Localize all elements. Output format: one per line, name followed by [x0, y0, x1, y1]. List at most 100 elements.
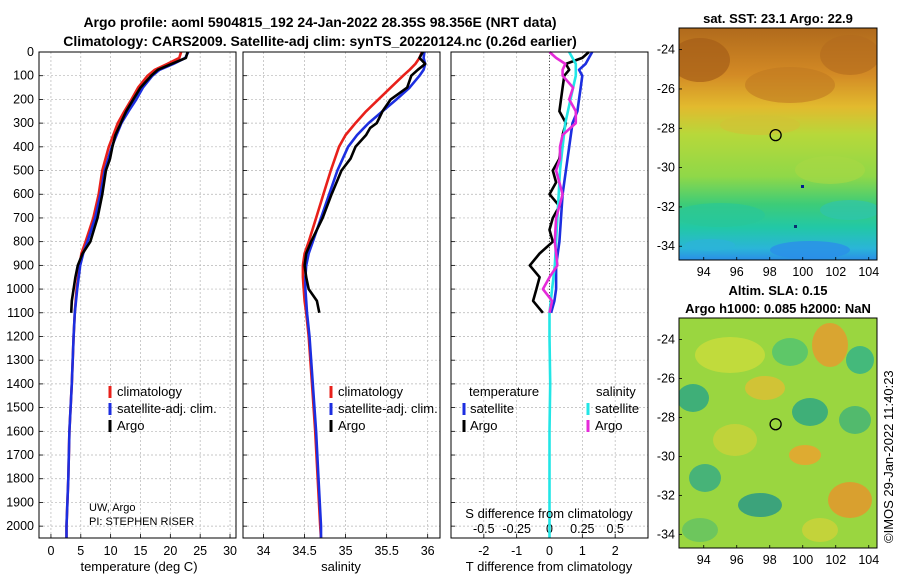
footnote-uw-argo: UW, Argo	[89, 502, 135, 514]
depth-tick-label: 1500	[6, 401, 34, 415]
sst-map-frame	[678, 27, 878, 261]
x-tick-label: 15	[134, 544, 148, 558]
sst-map-title: sat. SST: 23.1 Argo: 22.9	[703, 11, 853, 26]
depth-tick-label: 500	[13, 164, 34, 178]
x-tick-label: 30	[223, 544, 237, 558]
map-y-tick-label: -26	[657, 82, 675, 96]
series-line-satellite-adj-clim-	[304, 51, 427, 538]
depth-tick-label: 1100	[7, 306, 34, 320]
x-tick-label: 0	[47, 544, 54, 558]
sla-map-axes: 94 96 98 100 102 104 -24 -26 -28 -30 -32 -34	[657, 332, 879, 567]
depth-tick-label: 2000	[6, 519, 34, 533]
legend-title-salinity: salinity	[596, 384, 636, 399]
temperature-legend: climatology satellite-adj. clim. Argo	[108, 384, 217, 433]
x-tick-label: 25	[193, 544, 207, 558]
map-y-tick-label: -28	[657, 410, 675, 424]
map-x-tick-label: 94	[697, 553, 711, 567]
legend-label-satellite: satellite-adj. clim.	[338, 401, 438, 416]
legend-label-s-satellite: satellite	[595, 401, 639, 416]
x-tick-label: 36	[421, 544, 435, 558]
depth-tick-label: 1400	[6, 377, 34, 391]
s-tick-label: -0.5	[473, 522, 495, 536]
salinity-panel: 34 34.5 35 35.5 36	[242, 51, 441, 558]
temperature-panel: 0100200300400500600700800900100011001200…	[6, 45, 237, 558]
map-x-tick-label: 100	[792, 553, 813, 567]
map-y-tick-label: -32	[657, 488, 675, 502]
imos-credit: ©IMOS 29-Jan-2022 11:40:23	[881, 370, 896, 543]
series-line-argo	[303, 51, 427, 314]
salinity-legend: climatology satellite-adj. clim. Argo	[329, 384, 438, 433]
x-tick-label: 0	[546, 544, 553, 558]
legend-label-s-argo: Argo	[595, 418, 622, 433]
legend-label-climatology: climatology	[338, 384, 404, 399]
panel-frame	[38, 51, 237, 539]
map-x-tick-label: 96	[730, 265, 744, 279]
sla-map-frame	[678, 317, 878, 549]
depth-tick-label: 100	[13, 69, 34, 83]
sst-map-image	[679, 28, 877, 260]
legend-label-argo: Argo	[117, 418, 144, 433]
depth-tick-label: 700	[13, 211, 34, 225]
sst-argo-location-marker	[769, 129, 782, 142]
s-tick-label: -0.25	[502, 522, 531, 536]
depth-tick-label: 800	[13, 235, 34, 249]
temperature-xlabel: temperature (deg C)	[80, 559, 197, 574]
map-x-tick-label: 96	[730, 553, 744, 567]
series-line-argo	[69, 51, 189, 313]
footnote-pi: PI: STEPHEN RISER	[89, 516, 194, 528]
depth-tick-label: 1800	[6, 472, 34, 486]
series-line-climatology	[65, 51, 183, 538]
legend-label-t-argo: Argo	[470, 418, 497, 433]
depth-tick-label: 900	[13, 258, 34, 272]
x-tick-label: 2	[612, 544, 619, 558]
map-y-tick-label: -34	[657, 239, 675, 253]
sla-map-image	[679, 318, 877, 548]
x-tick-label: -2	[478, 544, 489, 558]
map-y-tick-label: -24	[657, 43, 675, 57]
s-tick-label: 0.25	[570, 522, 594, 536]
figure-title-line1: Argo profile: aoml 5904815_192 24-Jan-20…	[83, 14, 556, 30]
depth-tick-label: 200	[13, 92, 34, 106]
panel-frame	[242, 51, 441, 539]
depth-tick-label: 1900	[6, 495, 34, 509]
depth-tick-label: 300	[13, 116, 34, 130]
map-x-tick-label: 104	[858, 553, 879, 567]
map-x-tick-label: 98	[763, 553, 777, 567]
depth-tick-label: 1300	[6, 353, 34, 367]
map-y-tick-label: -24	[657, 332, 675, 346]
difference-panel: -2 -1 0 1 2-0.5 -0.25 0 0.25 0.5	[450, 51, 649, 558]
x-tick-label: 35.5	[374, 544, 398, 558]
map-y-tick-label: -28	[657, 121, 675, 135]
t-difference-xlabel: T difference from climatology	[466, 559, 633, 574]
depth-tick-label: 1000	[6, 282, 34, 296]
map-y-tick-label: -30	[657, 161, 675, 175]
panel-frame	[450, 51, 649, 539]
map-x-tick-label: 98	[763, 265, 777, 279]
x-tick-label: 34.5	[292, 544, 316, 558]
map-x-tick-label: 102	[825, 553, 846, 567]
sla-map-subtitle: Argo h1000: 0.085 h2000: NaN	[685, 301, 871, 316]
figure-title-line2: Climatology: CARS2009. Satellite-adj cli…	[63, 33, 577, 49]
map-y-tick-label: -26	[657, 371, 675, 385]
map-x-tick-label: 100	[792, 265, 813, 279]
sla-argo-location-marker	[769, 418, 782, 431]
map-y-tick-label: -30	[657, 449, 675, 463]
sla-map-title: Altim. SLA: 0.15	[729, 283, 828, 298]
x-tick-label: 34	[257, 544, 271, 558]
salinity-xlabel: salinity	[321, 559, 361, 574]
x-tick-label: 35	[339, 544, 353, 558]
map-x-tick-label: 94	[697, 265, 711, 279]
series-line-s-argo	[541, 51, 578, 314]
series-line-climatology	[301, 51, 424, 539]
depth-tick-label: 600	[13, 187, 34, 201]
x-tick-label: 10	[104, 544, 118, 558]
sst-map-axes: 94 96 98 100 102 104 -24 -26 -28 -30 -32 -34	[657, 43, 879, 279]
legend-title-temperature: temperature	[469, 384, 539, 399]
x-tick-label: 1	[579, 544, 586, 558]
legend-label-satellite: satellite-adj. clim.	[117, 401, 217, 416]
map-y-tick-label: -34	[657, 527, 675, 541]
difference-legend: temperature salinity satellite Argo sate…	[462, 384, 639, 433]
s-tick-label: 0.5	[606, 522, 623, 536]
x-tick-label: 20	[163, 544, 177, 558]
